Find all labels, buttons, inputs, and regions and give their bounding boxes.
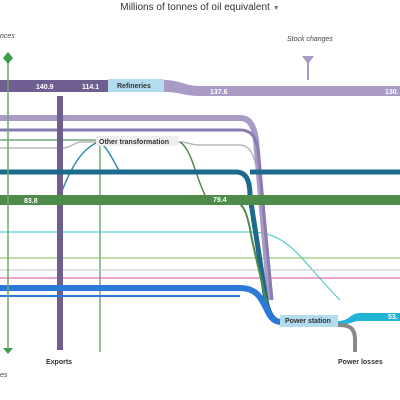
value-label-6: 79.4 — [213, 197, 227, 204]
flow-band-purple-primary[interactable] — [0, 80, 110, 92]
flow-band-green-left[interactable] — [0, 195, 60, 205]
label-stock-changes: Stock changes — [287, 36, 333, 43]
label-exports: Exports — [46, 359, 72, 366]
chevron-down-icon[interactable]: ▼ — [272, 5, 280, 12]
flow-band-green-to-power[interactable] — [229, 199, 271, 319]
flow-band-electricity-out[interactable] — [338, 313, 400, 325]
stock-changes-arrow-icon — [302, 56, 314, 64]
unit-selector-header: Millions of tonnes of oil equivalent ▼ — [0, 2, 400, 13]
flow-band-purple-light[interactable] — [164, 80, 400, 96]
label-balances: nces — [0, 33, 15, 40]
top-marker-icon — [3, 52, 13, 64]
flow-band-purple-secondary[interactable] — [0, 128, 274, 301]
bottom-marker-icon — [3, 348, 13, 354]
power-station-node[interactable] — [280, 315, 338, 327]
flow-band-power-losses[interactable] — [337, 323, 357, 352]
value-label-2: 114.1 — [82, 84, 99, 91]
other-transformation-node[interactable] — [96, 136, 178, 146]
label-power-losses: Power losses — [338, 359, 383, 366]
unit-selector[interactable]: Millions of tonnes of oil equivalent ▼ — [120, 2, 279, 13]
label-refineries: Refineries — [117, 83, 151, 90]
flow-band-blue[interactable] — [0, 285, 283, 325]
value-label-5: 83.8 — [24, 198, 38, 205]
value-label-3: 137.6 — [210, 89, 228, 96]
label-bottom-left: es — [0, 372, 8, 379]
flow-band-teal-dark[interactable] — [0, 169, 281, 325]
label-other-transformation: Other transformation — [99, 139, 169, 146]
value-label-1: 140.9 — [36, 84, 54, 91]
value-label-4: 130. — [385, 89, 399, 96]
value-label-7: 53. — [388, 314, 398, 321]
label-power-station: Power station — [285, 318, 331, 325]
flow-line-teal-curve[interactable] — [59, 141, 99, 197]
flow-line-gray-upper[interactable] — [0, 141, 269, 301]
refineries-node[interactable] — [108, 79, 164, 92]
flow-line-green-thin[interactable] — [179, 141, 206, 196]
units-title: Millions of tonnes of oil equivalent — [120, 2, 270, 13]
